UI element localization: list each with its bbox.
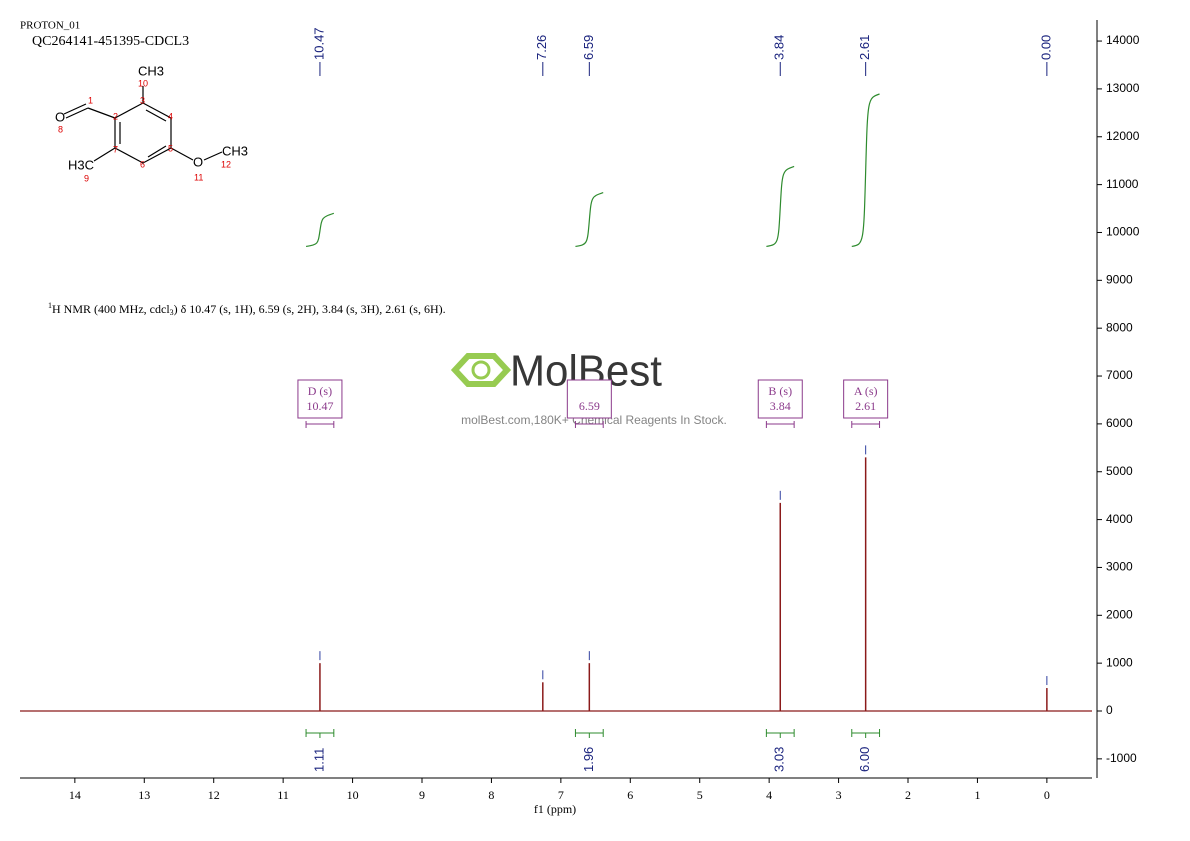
multiplet-bracket: [305, 421, 335, 428]
x-tick-label: 11: [277, 788, 289, 802]
y-tick-label: 8000: [1106, 320, 1133, 334]
atom-number: 5: [168, 143, 173, 153]
multiplet-bracket: [765, 421, 795, 428]
y-tick-label: 13000: [1106, 81, 1140, 95]
atom-number: 6: [140, 159, 145, 169]
multiplet-shift: 10.47: [306, 399, 333, 413]
y-tick-label: 6000: [1106, 416, 1133, 430]
multiplet-shift: 2.61: [855, 399, 876, 413]
group: H3C: [68, 157, 94, 172]
multiplet-bracket: [851, 421, 881, 428]
y-tick-label: 9000: [1106, 272, 1133, 286]
multiplet-bracket: [574, 421, 604, 428]
peak-label: 3.84: [772, 35, 787, 60]
y-tick-label: 4000: [1106, 512, 1133, 526]
description-text: H NMR (400 MHz, cdcl: [52, 302, 170, 316]
group: CH3: [138, 63, 164, 78]
multiplet-name: B (s): [768, 384, 792, 398]
watermark-icon: [450, 353, 512, 387]
group: O: [55, 109, 65, 124]
atom-number: 1: [88, 95, 93, 105]
integral-bracket: [851, 729, 881, 738]
x-tick-label: 12: [208, 788, 220, 802]
multiplet-name: D (s): [308, 384, 332, 398]
peak-label: 6.59: [581, 35, 596, 60]
group: CH3: [222, 143, 248, 158]
multiplet-shift: 6.59: [579, 399, 600, 413]
x-tick-label: 4: [766, 788, 772, 802]
atom-number: 10: [138, 78, 148, 88]
integral-curve: [766, 165, 795, 248]
description-sup: 1: [48, 301, 52, 310]
watermark-tagline: molBest.com,180K+ Chemical Reagents In S…: [461, 413, 727, 427]
y-tick-label: 12000: [1106, 129, 1140, 143]
atom-number: 3: [140, 95, 145, 105]
header-line: PROTON_01: [20, 20, 80, 32]
integral-curve: [851, 93, 880, 248]
multiplet-box: [757, 379, 803, 419]
x-tick-label: 5: [697, 788, 703, 802]
x-axis-label: f1 (ppm): [534, 802, 576, 816]
integral-label: 1.11: [311, 748, 326, 772]
peak-label: 0.00: [1038, 35, 1053, 60]
integral-curve: [575, 192, 604, 248]
multiplet-name: A (s): [854, 384, 878, 398]
x-tick-label: 8: [488, 788, 494, 802]
atom-number: 8: [58, 124, 63, 134]
x-tick-label: 10: [347, 788, 359, 802]
description-sub: 3: [170, 308, 174, 317]
atom-number: 12: [221, 159, 231, 169]
peak-label: 7.26: [534, 35, 549, 60]
watermark: MolBest molBest.com,180K+ Chemical Reage…: [450, 347, 727, 427]
x-tick-label: 7: [558, 788, 564, 802]
y-tick-label: 5000: [1106, 464, 1133, 478]
integral-label: 1.96: [581, 747, 596, 772]
y-tick-label: 10000: [1106, 225, 1140, 239]
y-tick-label: 14000: [1106, 33, 1140, 47]
integral-label: 3.03: [772, 747, 787, 772]
x-tick-label: 13: [138, 788, 150, 802]
integral-label: 6.00: [857, 747, 872, 772]
integral-bracket: [765, 729, 795, 738]
description: 1H NMR (400 MHz, cdcl3) δ 10.47 (s, 1H),…: [48, 301, 446, 317]
description-rest: ) δ 10.47 (s, 1H), 6.59 (s, 2H), 3.84 (s…: [174, 302, 446, 316]
molecule: CH3 O H3C O CH3 1 2 3 4 5 6 7 8 9 10 11 …: [55, 63, 248, 183]
y-tick-label: 0: [1106, 703, 1113, 717]
atom-number: 9: [84, 173, 89, 183]
y-tick-label: 3000: [1106, 560, 1133, 574]
group: O: [193, 154, 203, 169]
peak-label: 2.61: [857, 35, 872, 60]
atom-number: 4: [168, 111, 173, 121]
header-line: QC264141-451395-CDCL3: [32, 34, 189, 49]
y-tick-label: -1000: [1106, 751, 1137, 765]
x-tick-label: 14: [69, 788, 81, 802]
x-tick-label: 9: [419, 788, 425, 802]
watermark-icon: [471, 360, 491, 380]
x-tick-label: 2: [905, 788, 911, 802]
x-tick-label: 3: [836, 788, 842, 802]
multiplet-box: [843, 379, 889, 419]
multiplet-box: [297, 379, 343, 419]
y-tick-label: 1000: [1106, 655, 1133, 669]
integral-bracket: [305, 729, 335, 738]
multiplet-shift: 3.84: [770, 399, 791, 413]
y-tick-label: 7000: [1106, 368, 1133, 382]
atom-number: 2: [113, 111, 118, 121]
x-tick-label: 1: [974, 788, 980, 802]
x-tick-label: 0: [1044, 788, 1050, 802]
y-tick-label: 11000: [1106, 177, 1139, 191]
integral-curve: [305, 212, 335, 248]
x-tick-label: 6: [627, 788, 633, 802]
bonds: [63, 86, 223, 164]
y-tick-label: 2000: [1106, 607, 1133, 621]
atom-number: 11: [194, 172, 203, 182]
peak-label: 10.47: [311, 27, 326, 60]
multiplet-box: [566, 379, 612, 419]
atom-number: 7: [113, 144, 118, 154]
integral-bracket: [574, 729, 604, 738]
